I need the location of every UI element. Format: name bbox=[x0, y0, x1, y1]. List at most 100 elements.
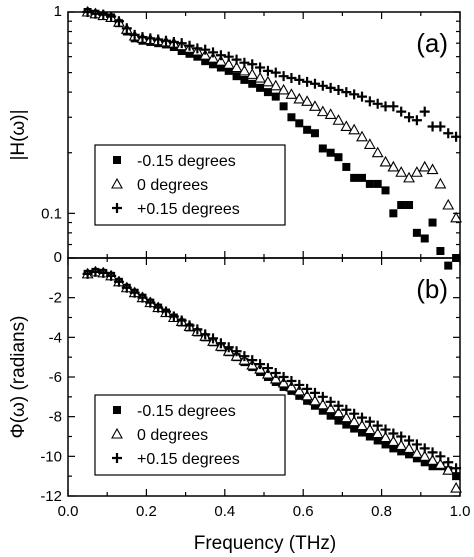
data-point bbox=[397, 447, 406, 456]
data-point bbox=[246, 68, 259, 79]
data-point bbox=[371, 146, 384, 158]
data-point bbox=[121, 23, 132, 34]
data-point bbox=[185, 49, 194, 58]
data-point bbox=[263, 88, 272, 97]
data-point bbox=[348, 123, 361, 135]
data-point bbox=[271, 92, 280, 101]
data-point bbox=[200, 329, 211, 340]
data-point bbox=[192, 324, 203, 335]
x-tick-label: 0.2 bbox=[136, 503, 157, 520]
data-point bbox=[358, 428, 366, 437]
data-point bbox=[278, 71, 289, 82]
data-point bbox=[403, 442, 415, 453]
legend-marker bbox=[112, 453, 122, 463]
x-tick-label: 0.4 bbox=[214, 503, 235, 520]
data-point bbox=[318, 406, 327, 415]
data-point bbox=[333, 84, 344, 95]
data-point bbox=[365, 179, 374, 188]
y-tick-label: -12 bbox=[40, 488, 62, 505]
data-point bbox=[371, 427, 384, 439]
data-point bbox=[269, 372, 282, 384]
data-point bbox=[295, 391, 304, 400]
data-point bbox=[405, 201, 414, 210]
data-point bbox=[248, 79, 257, 88]
data-point bbox=[238, 64, 251, 76]
data-point bbox=[309, 78, 320, 89]
data-point bbox=[452, 472, 461, 481]
data-point bbox=[373, 179, 382, 188]
data-point bbox=[216, 63, 225, 72]
data-point bbox=[230, 61, 243, 73]
data-point bbox=[332, 406, 345, 418]
data-point bbox=[419, 443, 430, 454]
data-point bbox=[301, 389, 314, 401]
data-point bbox=[411, 439, 422, 450]
legend-marker bbox=[112, 203, 122, 213]
data-point bbox=[379, 431, 392, 443]
data-point bbox=[208, 47, 219, 58]
data-point bbox=[358, 173, 366, 182]
data-point bbox=[395, 439, 408, 450]
data-point bbox=[129, 29, 140, 40]
data-point bbox=[349, 89, 360, 100]
x-tick-label: 0.0 bbox=[58, 503, 79, 520]
data-point bbox=[270, 67, 281, 78]
data-point bbox=[309, 387, 320, 398]
data-point bbox=[364, 416, 375, 427]
data-point bbox=[293, 384, 306, 396]
data-point bbox=[341, 404, 352, 415]
data-point bbox=[310, 129, 319, 138]
data-point bbox=[214, 55, 227, 66]
legend-box bbox=[94, 144, 286, 226]
data-point bbox=[277, 83, 290, 95]
data-point bbox=[326, 148, 335, 157]
data-point bbox=[443, 457, 454, 468]
data-point bbox=[428, 218, 437, 227]
data-point bbox=[427, 447, 438, 458]
data-point bbox=[113, 16, 124, 27]
legend-entry: 0 degrees bbox=[137, 427, 208, 444]
series-plus bbox=[82, 7, 462, 142]
legend-entry: +0.15 degrees bbox=[137, 451, 240, 468]
data-point bbox=[442, 198, 455, 210]
data-point bbox=[350, 424, 359, 433]
data-point bbox=[201, 57, 210, 66]
data-point bbox=[420, 458, 429, 467]
data-point bbox=[395, 166, 408, 177]
series-plus bbox=[82, 266, 462, 474]
data-point bbox=[318, 144, 327, 153]
data-point bbox=[293, 92, 306, 104]
data-point bbox=[262, 363, 273, 374]
data-point bbox=[316, 398, 329, 410]
data-point bbox=[192, 43, 203, 54]
data-point bbox=[261, 75, 274, 87]
data-point bbox=[442, 464, 455, 475]
data-point bbox=[294, 74, 305, 85]
data-point bbox=[372, 98, 383, 109]
data-point bbox=[434, 458, 447, 469]
data-point bbox=[161, 306, 171, 317]
data-point bbox=[443, 128, 454, 139]
data-point bbox=[435, 121, 446, 132]
data-point bbox=[232, 72, 241, 81]
data-point bbox=[309, 394, 321, 406]
data-point bbox=[285, 380, 298, 392]
data-point bbox=[388, 428, 399, 439]
data-point bbox=[223, 51, 234, 62]
data-point bbox=[153, 302, 164, 313]
data-point bbox=[255, 62, 266, 73]
data-point bbox=[396, 106, 407, 117]
data-point bbox=[247, 59, 258, 70]
data-point bbox=[106, 11, 117, 22]
data-point bbox=[404, 112, 415, 123]
data-point bbox=[168, 36, 179, 47]
data-point bbox=[113, 276, 124, 287]
data-point bbox=[340, 120, 353, 132]
legend-entry: -0.15 degrees bbox=[137, 153, 236, 170]
data-point bbox=[121, 282, 132, 293]
y-axis-label: Φ(ω) (radians) bbox=[8, 316, 29, 439]
data-point bbox=[403, 171, 415, 183]
data-point bbox=[207, 52, 219, 63]
data-point bbox=[303, 125, 312, 134]
legend-marker bbox=[113, 156, 121, 164]
